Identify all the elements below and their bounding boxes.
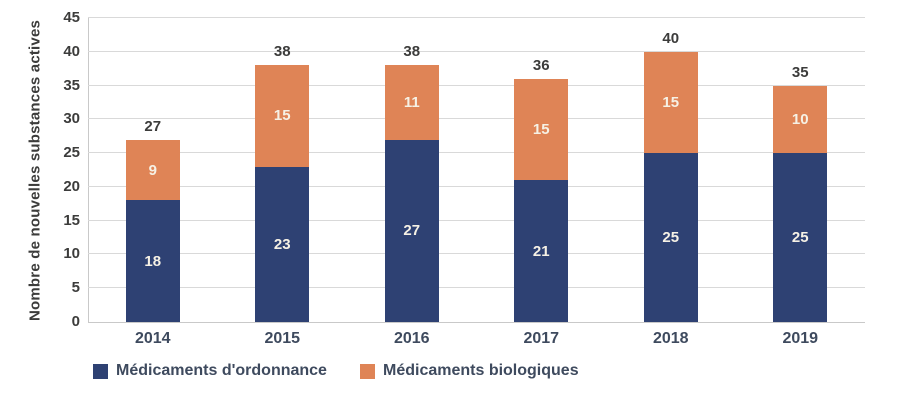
y-tick-label-30: 30 (63, 110, 80, 128)
bar-segment-value: 10 (791, 110, 809, 128)
gridline-15 (88, 219, 865, 221)
y-axis-line (88, 18, 89, 322)
bar-segment-2019-series-1: 10 (773, 85, 828, 154)
bar-segment-value: 25 (791, 229, 809, 247)
x-tick-label-2016: 2016 (393, 330, 430, 347)
bar-segment-value: 9 (148, 161, 157, 179)
gridline-45 (88, 17, 865, 18)
bar-segment-2014-series-0: 18 (125, 200, 180, 322)
bar-2014: 18 9 (125, 139, 180, 322)
bar-segment-value: 15 (662, 93, 680, 111)
bar-segment-value: 11 (403, 93, 420, 111)
bar-segment-value: 21 (532, 242, 550, 260)
total-label-2017: 36 (532, 56, 550, 74)
bar-segment-value: 15 (532, 120, 550, 138)
y-tick-label-35: 35 (63, 76, 80, 94)
gridline-30 (88, 118, 865, 120)
legend-item-biologiques: Médicaments biologiques (360, 362, 579, 380)
bar-2015: 23 15 (255, 65, 310, 322)
bar-segment-2018-series-1: 15 (643, 51, 698, 154)
bar-segment-2018-series-0: 25 (643, 153, 698, 322)
gridline-25 (88, 152, 865, 154)
total-label-2016: 38 (403, 43, 421, 61)
legend: Médicaments d'ordonnance Médicaments bio… (0, 362, 898, 382)
bar-segment-value: 25 (662, 229, 680, 247)
legend-swatch-biologiques (360, 363, 375, 379)
plot-area: 18 9 23 15 27 11 21 15 25 15 25 10 (88, 17, 865, 323)
y-tick-label-45: 45 (63, 9, 80, 26)
total-label-2019: 35 (791, 63, 809, 81)
gridline-10 (88, 253, 865, 255)
legend-label-ordonnance: Médicaments d'ordonnance (116, 362, 327, 379)
bar-2017: 21 15 (514, 78, 569, 322)
y-tick-label-20: 20 (63, 177, 80, 195)
total-label-2014: 27 (144, 117, 162, 135)
y-tick-label-25: 25 (63, 144, 80, 162)
bar-2019: 25 10 (773, 85, 828, 322)
x-tick-label-2014: 2014 (134, 330, 171, 347)
bar-segment-2016-series-0: 27 (384, 139, 439, 322)
y-tick-label-40: 40 (63, 42, 80, 60)
gridline-0 (88, 322, 865, 323)
bar-segment-2015-series-0: 23 (255, 166, 310, 322)
bar-2016: 27 11 (384, 65, 439, 322)
total-label-2018: 40 (662, 29, 680, 47)
bar-segment-value: 18 (144, 252, 162, 270)
x-tick-label-2017: 2017 (523, 330, 560, 347)
y-tick-label-0: 0 (71, 313, 80, 330)
total-label-2015: 38 (273, 43, 291, 61)
gridline-20 (88, 185, 865, 187)
x-tick-label-2018: 2018 (652, 330, 689, 347)
bar-segment-2015-series-1: 15 (255, 65, 310, 167)
bar-segment-value: 23 (273, 235, 291, 253)
x-tick-label-2019: 2019 (782, 330, 819, 347)
bar-segment-2016-series-1: 11 (384, 65, 439, 140)
legend-swatch-ordonnance (93, 363, 108, 379)
y-tick-label-5: 5 (71, 279, 80, 297)
bar-segment-value: 27 (403, 222, 421, 240)
bar-2018: 25 15 (643, 51, 698, 322)
bar-segment-value: 15 (273, 107, 291, 125)
bar-segment-2017-series-0: 21 (514, 180, 569, 322)
legend-item-ordonnance: Médicaments d'ordonnance (93, 362, 327, 380)
y-tick-label-10: 10 (63, 245, 80, 263)
bar-segment-2017-series-1: 15 (514, 78, 569, 181)
bar-segment-2014-series-1: 9 (125, 139, 180, 201)
x-tick-label-2015: 2015 (264, 330, 301, 347)
legend-label-biologiques: Médicaments biologiques (383, 362, 579, 379)
gridline-35 (88, 84, 865, 86)
bar-segment-2019-series-0: 25 (773, 153, 828, 322)
y-tick-label-15: 15 (63, 211, 80, 229)
gridline-40 (88, 50, 865, 52)
y-axis-title: Nombre de nouvelles substances actives (26, 19, 44, 321)
gridline-5 (88, 287, 865, 289)
